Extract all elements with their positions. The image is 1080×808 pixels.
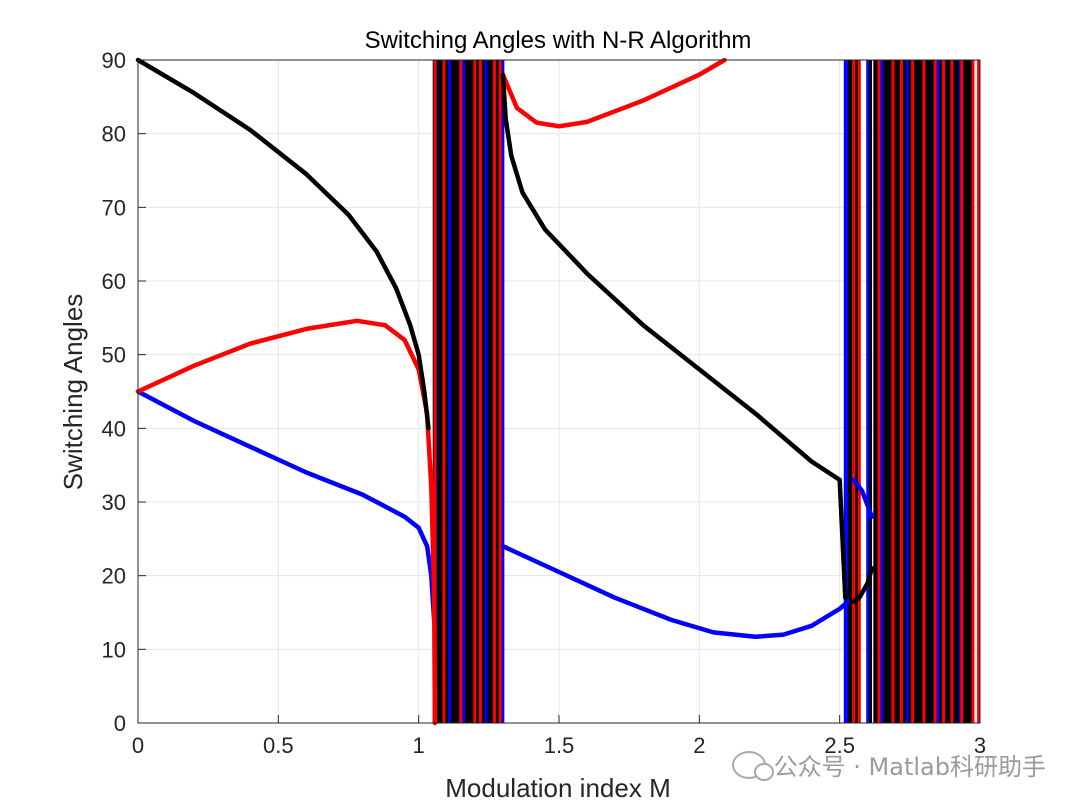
y-tick-label: 80 [102,122,126,147]
watermark-text: 公众号 · Matlab科研助手 [773,753,1046,781]
x-tick-label: 3 [974,733,986,758]
x-tick-label: 2 [693,733,705,758]
series-alpha1 [135,389,437,623]
series-alpha3 [851,566,875,604]
series-lines [135,57,875,726]
y-ticks: 0 10 20 30 40 50 60 70 80 90 [102,48,146,736]
y-axis-label: Switching Angles [58,294,88,491]
x-ticks: 0 0.5 1 1.5 2 2.5 3 [132,715,986,758]
x-axis-label: Modulation index M [445,773,670,803]
series-alpha2 [500,57,727,129]
y-tick-label: 90 [102,48,126,73]
x-tick-label: 0 [132,733,144,758]
x-tick-label: 1 [413,733,425,758]
y-tick-label: 20 [102,564,126,589]
series-alpha3 [135,57,431,431]
series-alpha3 [837,477,848,601]
y-tick-label: 50 [102,343,126,368]
x-tick-label: 0.5 [263,733,294,758]
watermark: 公众号 · Matlab科研助手 [731,747,1046,782]
x-tick-label: 2.5 [824,733,855,758]
wechat-icon [731,750,774,781]
x-tick-label: 1.5 [544,733,575,758]
series-alpha1 [500,543,851,640]
y-tick-label: 40 [102,416,126,441]
series-alpha2 [135,318,438,726]
y-tick-label: 70 [102,195,126,220]
y-tick-label: 60 [102,269,126,294]
y-tick-label: 10 [102,637,126,662]
y-tick-label: 30 [102,490,126,515]
series-alpha3 [500,72,842,483]
series-alpha1 [851,477,875,519]
y-tick-label: 0 [114,711,126,736]
chart-title: Switching Angles with N-R Algorithm [365,27,752,54]
divergent-bands [432,60,981,723]
